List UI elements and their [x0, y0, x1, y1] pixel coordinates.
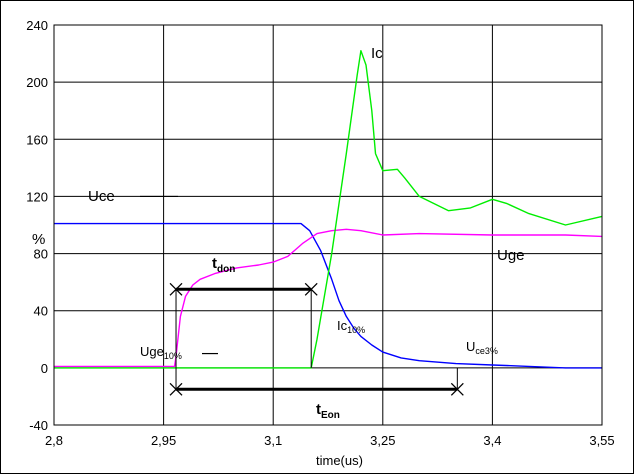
series-line-ic — [54, 50, 603, 369]
time-markers — [169, 282, 464, 396]
label-ic10: Ic10% — [337, 318, 365, 335]
ylabel: % — [32, 231, 45, 248]
series-line-uce — [54, 222, 602, 369]
x-tick-label: 3,1 — [264, 433, 282, 448]
x-tick-label: 2,8 — [45, 433, 63, 448]
xlabel: time(us) — [316, 453, 363, 468]
label-tdon: tdon — [212, 255, 235, 275]
marker-cross — [169, 282, 183, 296]
marker-cross — [169, 382, 183, 396]
reference-lines — [140, 195, 218, 355]
y-tick-label: 120 — [26, 189, 48, 204]
marker-cross — [304, 282, 318, 296]
label-uce: Uce — [88, 188, 115, 205]
y-tick-label: 200 — [26, 75, 48, 90]
x-tick-label: 2,95 — [151, 433, 176, 448]
label-uce3: Uce3% — [466, 339, 498, 356]
series-line-uge — [54, 228, 603, 368]
label-teon: tEon — [316, 401, 340, 421]
x-tick-label: 3,55 — [589, 433, 614, 448]
y-tick-label: -40 — [29, 418, 48, 433]
tick-labels: -40 0 40 80 120 160 200 240 2,8 2,95 3,1 3,25 3,4 3,5… — [26, 18, 614, 448]
y-tick-label: 0 — [41, 361, 48, 376]
plot-area-border — [53, 24, 603, 426]
y-tick-label: 40 — [34, 304, 48, 319]
label-uge10: Uge10% — [140, 344, 182, 361]
y-tick-label: 240 — [26, 18, 48, 33]
x-tick-label: 3,4 — [483, 433, 501, 448]
y-tick-label: 80 — [34, 247, 48, 262]
label-ic: Ic — [371, 45, 383, 62]
y-tick-label: 160 — [26, 132, 48, 147]
series-group — [54, 50, 603, 369]
label-uge: Uge — [497, 247, 525, 264]
x-tick-label: 3,25 — [370, 433, 395, 448]
marker-cross — [450, 382, 464, 396]
